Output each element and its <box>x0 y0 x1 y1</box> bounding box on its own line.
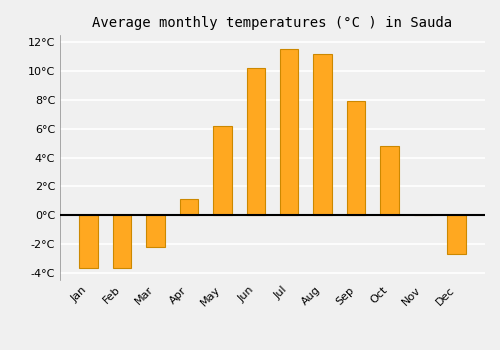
Bar <box>180 199 198 215</box>
Bar <box>113 215 131 268</box>
Bar <box>448 215 466 254</box>
Bar <box>280 49 298 215</box>
Title: Average monthly temperatures (°C ) in Sauda: Average monthly temperatures (°C ) in Sa… <box>92 16 452 30</box>
Bar <box>213 126 232 215</box>
Bar <box>347 101 366 215</box>
Bar <box>80 215 98 268</box>
Bar <box>146 215 165 247</box>
Bar <box>246 68 265 215</box>
Bar <box>380 146 399 215</box>
Bar <box>314 54 332 215</box>
